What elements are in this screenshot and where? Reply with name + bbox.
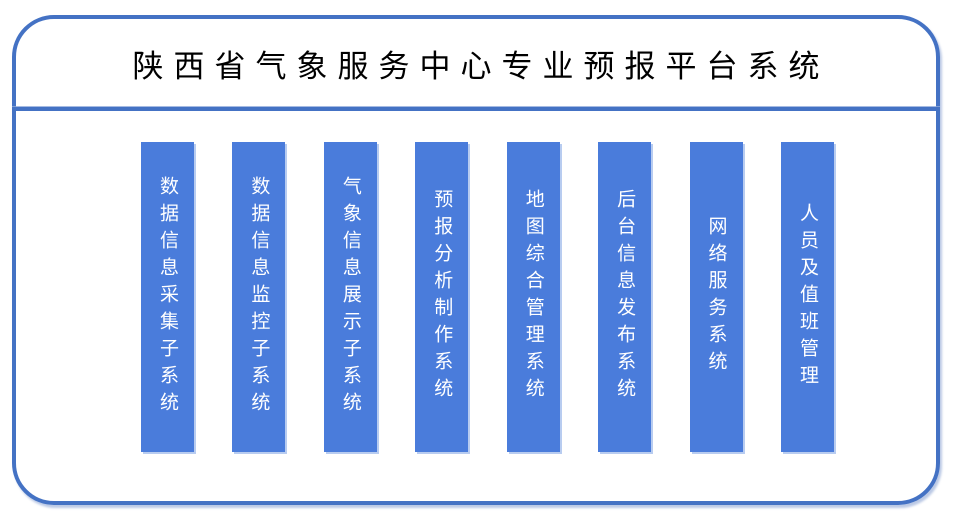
subsystem-bar: 人员及值班管理: [780, 142, 834, 452]
title-row: 陕西省气象服务中心专业预报平台系统: [16, 19, 936, 107]
subsystem-bars: 数据信息采集子系统 数据信息监控子系统 气象信息展示子系统 预报分析制作系统 地…: [141, 142, 834, 452]
subsystem-bar: 气象信息展示子系统: [323, 142, 377, 452]
subsystem-bar-label: 网络服务系统: [705, 216, 727, 378]
subsystem-bar-label: 预报分析制作系统: [431, 189, 453, 405]
title-divider: [12, 107, 940, 111]
subsystem-bar-label: 数据信息采集子系统: [157, 175, 178, 419]
subsystem-bar: 数据信息采集子系统: [141, 142, 194, 452]
subsystem-bar-label: 人员及值班管理: [796, 202, 818, 392]
subsystem-bar-label: 数据信息监控子系统: [248, 175, 270, 419]
subsystem-bar: 网络服务系统: [689, 142, 743, 452]
subsystem-bar-label: 气象信息展示子系统: [339, 175, 361, 419]
subsystem-bar: 预报分析制作系统: [415, 142, 469, 452]
subsystem-bar: 数据信息监控子系统: [232, 142, 286, 452]
subsystem-bar: 地图综合管理系统: [506, 142, 560, 452]
subsystem-bar-label: 后台信息发布系统: [614, 189, 636, 405]
subsystem-bar-label: 地图综合管理系统: [522, 189, 544, 405]
subsystem-bar: 后台信息发布系统: [598, 142, 652, 452]
outer-frame: 陕西省气象服务中心专业预报平台系统 数据信息采集子系统 数据信息监控子系统 气象…: [12, 15, 940, 505]
diagram-title: 陕西省气象服务中心专业预报平台系统: [132, 48, 830, 84]
